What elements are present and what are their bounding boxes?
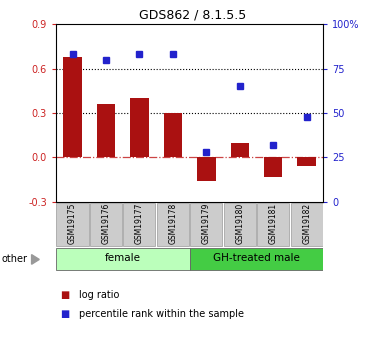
Text: GDS862 / 8.1.5.5: GDS862 / 8.1.5.5 — [139, 9, 246, 22]
Bar — [257, 203, 289, 246]
Bar — [164, 113, 182, 157]
Bar — [64, 57, 82, 157]
Text: GSM19177: GSM19177 — [135, 203, 144, 244]
Text: GSM19181: GSM19181 — [269, 203, 278, 244]
Text: percentile rank within the sample: percentile rank within the sample — [79, 309, 244, 319]
Bar — [97, 104, 115, 157]
Text: GSM19180: GSM19180 — [235, 203, 244, 244]
Text: GH-treated male: GH-treated male — [213, 253, 300, 263]
Text: female: female — [105, 253, 141, 263]
Text: GSM19179: GSM19179 — [202, 203, 211, 244]
Bar — [123, 203, 156, 246]
Bar — [231, 142, 249, 157]
Text: other: other — [2, 255, 28, 264]
Text: ■: ■ — [60, 309, 69, 319]
Text: GSM19176: GSM19176 — [102, 203, 110, 244]
Bar — [197, 157, 216, 181]
Polygon shape — [32, 255, 39, 264]
Bar — [224, 203, 256, 246]
Bar — [264, 157, 283, 177]
Bar — [57, 203, 89, 246]
Text: GSM19182: GSM19182 — [302, 203, 311, 244]
Text: ■: ■ — [60, 290, 69, 300]
Text: GSM19175: GSM19175 — [68, 203, 77, 244]
Text: log ratio: log ratio — [79, 290, 119, 300]
Text: GSM19178: GSM19178 — [168, 203, 177, 244]
Bar — [90, 203, 122, 246]
Bar — [157, 203, 189, 246]
Bar — [130, 98, 149, 157]
Bar — [298, 157, 316, 166]
Bar — [189, 248, 323, 270]
Bar — [190, 203, 223, 246]
Bar — [56, 248, 189, 270]
Bar — [291, 203, 323, 246]
